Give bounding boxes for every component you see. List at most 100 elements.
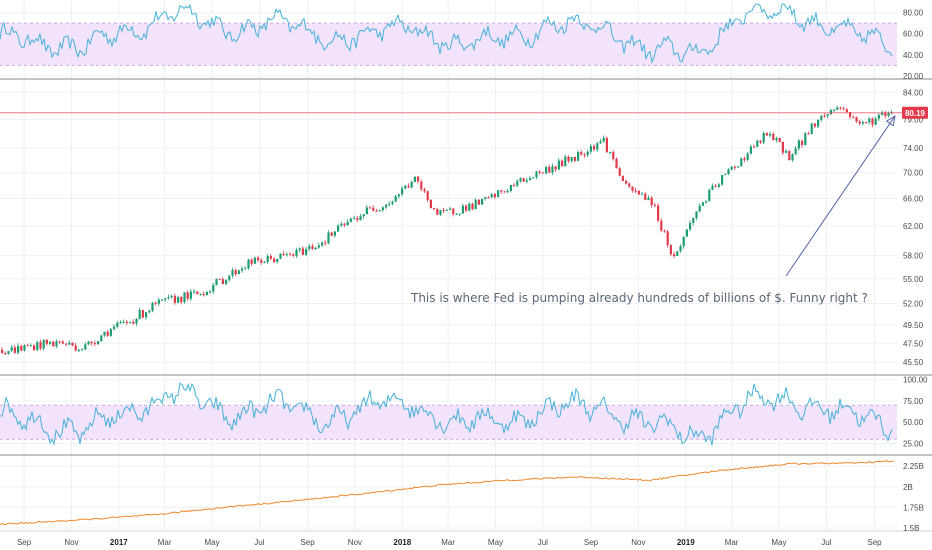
candle-body bbox=[292, 254, 295, 256]
candle-body bbox=[522, 178, 525, 182]
candle-body bbox=[426, 191, 429, 200]
x-tick-label: Mar bbox=[441, 538, 455, 547]
candle-body bbox=[503, 191, 506, 193]
candle-body bbox=[874, 118, 877, 125]
candle-body bbox=[769, 133, 772, 136]
annotation-arrow[interactable] bbox=[785, 115, 896, 277]
candle-body bbox=[836, 107, 839, 110]
candle-body bbox=[788, 150, 791, 161]
series-layer bbox=[0, 3, 902, 526]
candle-body bbox=[762, 133, 765, 143]
candle-body bbox=[801, 140, 804, 146]
candle-body bbox=[487, 197, 490, 199]
candle-body bbox=[759, 140, 762, 143]
candle-body bbox=[221, 279, 224, 285]
candle-body bbox=[439, 210, 442, 215]
candle-body bbox=[167, 297, 170, 299]
candle-body bbox=[161, 299, 164, 301]
candle-body bbox=[804, 133, 807, 146]
candle-body bbox=[701, 202, 704, 206]
candle-body bbox=[724, 174, 727, 176]
candle-body bbox=[653, 205, 656, 207]
candle-body bbox=[157, 299, 160, 304]
candle-body bbox=[129, 321, 132, 323]
candle-body bbox=[484, 197, 487, 199]
candle-body bbox=[705, 201, 708, 203]
candle-body bbox=[519, 178, 522, 181]
x-tick-label: Sep bbox=[584, 538, 599, 547]
candle-body bbox=[45, 339, 48, 344]
annotation-text[interactable]: This is where Fed is pumping already hun… bbox=[410, 291, 868, 305]
candle-body bbox=[375, 210, 378, 212]
candle-body bbox=[429, 199, 432, 209]
candle-body bbox=[756, 140, 759, 147]
candle-body bbox=[698, 205, 701, 212]
x-tick-label: Sep bbox=[300, 538, 315, 547]
last-price-marker: 80.19 bbox=[902, 106, 928, 119]
y-tick-label: 40.00 bbox=[903, 51, 924, 60]
candle-body bbox=[285, 254, 288, 256]
candle-body bbox=[20, 346, 23, 351]
rsi-band bbox=[0, 23, 897, 66]
candle-body bbox=[279, 253, 282, 259]
candle-body bbox=[647, 197, 650, 200]
candle-body bbox=[273, 258, 276, 262]
candle-body bbox=[823, 115, 826, 117]
candle-body bbox=[445, 209, 448, 211]
candle-body bbox=[407, 185, 410, 188]
candle-body bbox=[708, 189, 711, 202]
candle-body bbox=[241, 268, 244, 271]
y-tick-label: 55.00 bbox=[903, 275, 924, 284]
annotation-arrow-head bbox=[885, 114, 896, 127]
candle-body bbox=[196, 291, 199, 295]
candle-body bbox=[305, 249, 308, 255]
candle-body bbox=[541, 172, 544, 174]
x-tick-label: Mar bbox=[725, 538, 739, 547]
candle-body bbox=[119, 322, 122, 324]
candle-body bbox=[151, 302, 154, 311]
candle-body bbox=[413, 176, 416, 182]
candle-body bbox=[10, 347, 13, 351]
candle-body bbox=[333, 231, 336, 236]
candle-body bbox=[148, 310, 151, 313]
candle-body bbox=[833, 109, 836, 111]
candle-body bbox=[215, 278, 218, 286]
candle-body bbox=[423, 189, 426, 192]
candle-body bbox=[612, 151, 615, 159]
candle-body bbox=[321, 242, 324, 246]
candle-body bbox=[311, 245, 314, 250]
candle-body bbox=[615, 158, 618, 169]
candle-body bbox=[500, 190, 503, 192]
candle-body bbox=[455, 213, 458, 215]
candle-body bbox=[253, 257, 256, 264]
x-tick-label: Jul bbox=[538, 538, 548, 547]
candle-body bbox=[180, 296, 183, 303]
candle-body bbox=[529, 178, 532, 181]
candle-body bbox=[177, 296, 180, 303]
y-tick-label: 47.50 bbox=[903, 339, 924, 348]
candle-body bbox=[116, 322, 119, 327]
candle-body bbox=[356, 218, 359, 221]
candle-body bbox=[740, 158, 743, 167]
candle-body bbox=[778, 137, 781, 143]
candle-body bbox=[186, 292, 189, 299]
candle-body bbox=[29, 345, 32, 347]
y-tick-label: 100.00 bbox=[903, 376, 928, 385]
candle-body bbox=[205, 291, 208, 295]
x-tick-label: 2017 bbox=[110, 538, 128, 547]
candle-body bbox=[849, 112, 852, 117]
candle-body bbox=[599, 141, 602, 144]
candle-body bbox=[269, 256, 272, 259]
candle-body bbox=[881, 112, 884, 116]
candle-body bbox=[746, 153, 749, 160]
y-tick-label: 52.00 bbox=[903, 299, 924, 308]
candle-body bbox=[74, 345, 77, 351]
candle-body bbox=[481, 198, 484, 205]
candle-body bbox=[401, 188, 404, 195]
candle-body bbox=[634, 190, 637, 192]
candle-body bbox=[545, 167, 548, 174]
candle-body bbox=[103, 331, 106, 336]
candle-body bbox=[468, 203, 471, 211]
